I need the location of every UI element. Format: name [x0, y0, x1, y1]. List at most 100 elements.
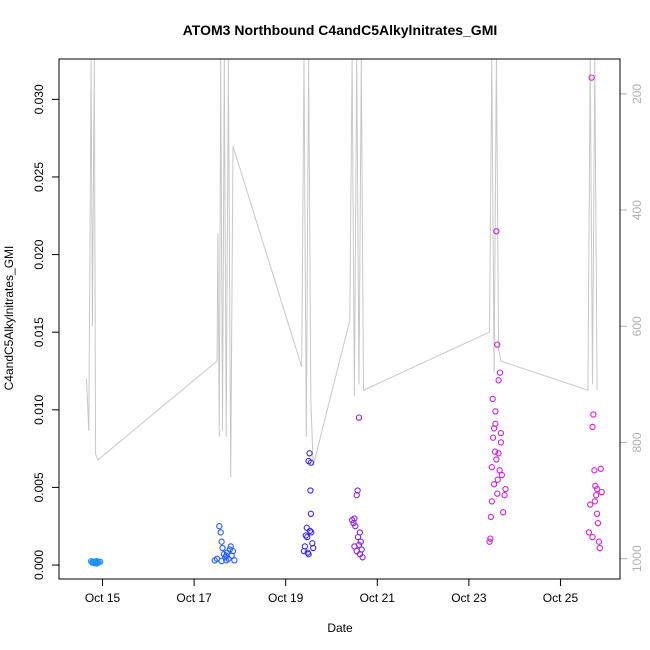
- data-point-s4-20: [489, 434, 497, 441]
- data-point-s2-9: [308, 529, 315, 536]
- data-point-s1-2: [216, 523, 223, 530]
- data-point-s3-15: [356, 551, 364, 558]
- data-point-s4-17: [493, 456, 500, 463]
- data-point-s4-15: [488, 464, 495, 471]
- chart-title: ATOM3 Northbound C4andC5Alkylnitrates_GM…: [183, 22, 498, 38]
- data-point-s2-14: [306, 527, 314, 535]
- altitude-trace-layer: [86, 58, 598, 478]
- data-point-s4-9: [496, 369, 504, 376]
- data-point-s2-12: [304, 533, 311, 541]
- data-points-layer: [87, 74, 605, 567]
- right-tick-label-2: 600: [630, 316, 644, 336]
- y-tick-label-2: 0.010: [32, 394, 46, 424]
- data-point-s5-14: [591, 498, 598, 505]
- data-point-s4-23: [496, 467, 503, 474]
- y-tick-label-5: 0.025: [32, 162, 46, 192]
- y-tick-label-4: 0.020: [32, 239, 46, 269]
- y-tick-label-1: 0.005: [32, 472, 46, 502]
- plot-frame: [58, 58, 621, 580]
- data-point-s2-3: [303, 524, 310, 531]
- data-point-s4-8: [495, 377, 502, 384]
- data-point-s5-9: [594, 519, 602, 527]
- data-point-s5-13: [598, 488, 605, 496]
- right-tick-label-0: 200: [630, 84, 644, 104]
- data-point-s4-19: [497, 439, 505, 446]
- axes-layer: Oct 15 Oct 17 Oct 19 Oct 21 Oct 23 Oct 25 0.00…: [32, 84, 644, 605]
- data-point-s2-1: [301, 543, 309, 550]
- data-point-s4-13: [501, 492, 508, 499]
- data-point-s1-3: [217, 529, 224, 536]
- data-point-s4-14: [502, 485, 509, 493]
- data-point-s5-12: [597, 465, 604, 472]
- y-axis-label: C4andC5Alkylnitrates_GMI: [2, 246, 16, 391]
- data-point-s4-16: [490, 481, 498, 488]
- data-point-s3-2: [351, 515, 358, 522]
- data-point-s4-24: [487, 535, 494, 542]
- data-point-s0-10: [91, 560, 98, 567]
- x-tick-label-5: Oct 25: [543, 591, 579, 605]
- data-point-s5-3: [589, 423, 596, 431]
- data-point-s4-7: [494, 341, 501, 348]
- data-point-s2-6: [306, 450, 313, 457]
- data-point-s2-7: [307, 487, 314, 494]
- x-tick-label-2: Oct 19: [268, 591, 304, 605]
- data-point-s3-12: [353, 547, 360, 555]
- x-axis-label: Date: [327, 621, 353, 635]
- data-point-s4-26: [494, 476, 501, 483]
- data-point-s5-8: [593, 510, 601, 517]
- x-tick-label-0: Oct 15: [85, 591, 121, 605]
- data-point-s4-2: [488, 498, 495, 505]
- data-point-s0-8: [97, 558, 104, 565]
- data-point-s5-5: [591, 467, 598, 474]
- y-tick-label-6: 0.030: [32, 84, 46, 114]
- data-point-s4-0: [486, 538, 493, 545]
- x-tick-label-3: Oct 21: [360, 591, 396, 605]
- data-point-s2-2: [302, 532, 309, 539]
- data-point-s4-10: [497, 429, 505, 437]
- data-point-s1-16: [218, 557, 225, 565]
- data-point-s5-6: [592, 482, 599, 490]
- right-tick-label-3: 800: [630, 432, 644, 452]
- y-tick-label-0: 0.000: [32, 550, 46, 580]
- x-tick-label-4: Oct 23: [451, 591, 487, 605]
- data-point-s3-6: [355, 414, 363, 421]
- data-point-s2-11: [310, 544, 317, 552]
- data-point-s3-5: [354, 487, 361, 494]
- right-tick-label-1: 400: [630, 200, 644, 220]
- data-point-s1-5: [219, 544, 226, 552]
- data-point-s4-3: [489, 395, 496, 403]
- data-point-s3-8: [357, 538, 364, 545]
- data-point-s4-6: [493, 228, 500, 235]
- data-point-s5-4: [590, 411, 597, 418]
- right-tick-label-4: 1000: [630, 545, 644, 572]
- data-point-s1-17: [223, 552, 230, 559]
- data-point-s5-2: [588, 74, 595, 81]
- data-point-s4-12: [500, 509, 507, 516]
- data-point-s4-1: [487, 513, 495, 521]
- data-point-s5-1: [587, 501, 594, 508]
- data-point-s5-15: [593, 485, 601, 493]
- data-point-s5-7: [593, 492, 600, 499]
- data-point-s3-14: [355, 541, 363, 549]
- data-point-s5-16: [589, 533, 596, 541]
- altitude-trace-line: [86, 58, 598, 478]
- data-point-s4-25: [491, 448, 499, 455]
- data-point-s2-13: [305, 551, 312, 558]
- data-point-s3-3: [352, 523, 359, 530]
- data-point-s4-18: [495, 450, 502, 457]
- data-point-s5-0: [585, 529, 593, 536]
- data-point-s3-13: [354, 533, 362, 541]
- data-point-s2-15: [307, 459, 315, 466]
- data-point-s1-4: [218, 538, 225, 545]
- data-point-s4-21: [492, 420, 499, 427]
- data-point-s5-10: [595, 538, 603, 545]
- data-point-s1-11: [226, 546, 233, 553]
- x-tick-label-1: Oct 17: [176, 591, 212, 605]
- data-point-s2-8: [307, 510, 315, 517]
- data-point-s5-11: [596, 544, 603, 552]
- y-tick-label-3: 0.015: [32, 317, 46, 347]
- data-point-s4-5: [492, 408, 499, 415]
- data-point-s4-22: [494, 490, 501, 497]
- data-point-s1-15: [231, 557, 238, 564]
